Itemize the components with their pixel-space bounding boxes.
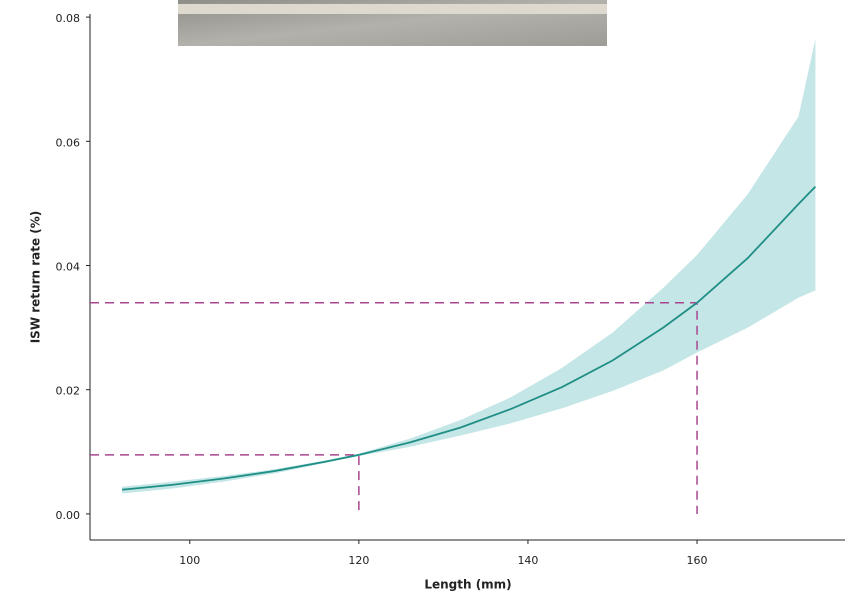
x-tick-label: 140 <box>517 554 538 567</box>
ruler <box>178 4 607 14</box>
y-axis-title: ISW return rate (%) <box>29 211 43 344</box>
photo <box>178 0 607 46</box>
reference-line <box>90 454 360 514</box>
x-tick-label: 100 <box>179 554 200 567</box>
x-axis-title: Length (mm) <box>424 578 511 592</box>
fit-line <box>122 186 817 491</box>
y-tick-label: 0.00 <box>56 509 81 522</box>
x-tick-label: 160 <box>687 554 708 567</box>
x-tick-label: 120 <box>348 554 369 567</box>
y-tick-label: 0.04 <box>56 261 81 274</box>
y-tick-label: 0.02 <box>56 385 81 398</box>
y-tick-label: 0.08 <box>56 12 81 25</box>
y-tick-label: 0.06 <box>56 136 81 149</box>
